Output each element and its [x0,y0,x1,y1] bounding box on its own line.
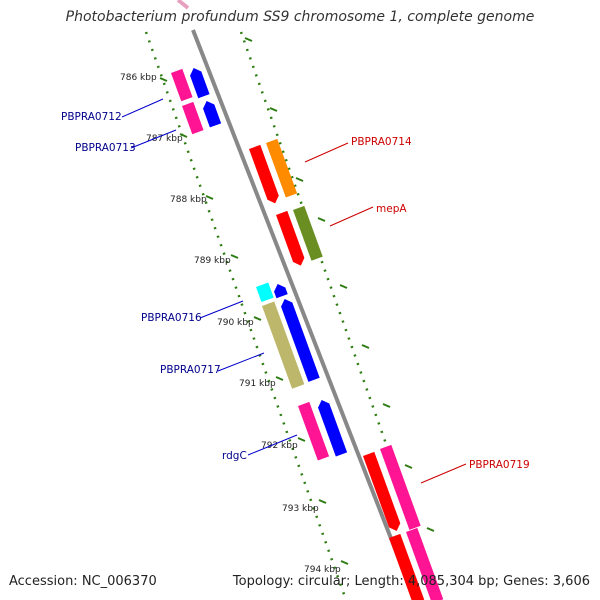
label-leader-lines [121,98,467,484]
gene-arrow [262,301,305,389]
gene-feature-pink-bottom[interactable] [406,527,444,600]
gene-arrow [256,282,274,303]
leader-line-PBPRA0717 [217,352,265,372]
tick-label: 788 kbp [170,195,207,205]
gene-feature-PBPRA0717[interactable] [262,301,305,389]
gene-arrow [389,533,425,600]
tick-mark [404,464,413,469]
tick-mark [318,499,327,504]
gene-arrow [274,283,288,299]
tick-label: 790 kbp [217,318,254,328]
gene-feature-blue-upper[interactable] [188,66,210,99]
tick-label: 792 kbp [261,441,298,451]
gene-label-PBPRA0714[interactable]: PBPRA0714 [351,136,412,148]
gene-labels: PBPRA0712 PBPRA0713 PBPRA0714 mepA PBPRA… [61,111,530,471]
tick-label: 789 kbp [194,256,231,266]
gene-feature-blue-small[interactable] [272,282,288,299]
tick-mark [339,284,348,289]
tick-label: 794 kbp [304,565,341,575]
reverse-strand-features [171,66,348,461]
gene-feature-PBPRA0712[interactable] [171,68,193,102]
leader-line-rdgC [247,434,298,456]
gene-arrow [281,298,320,382]
tick-mark [340,560,349,565]
inner-ruler-track [144,31,348,600]
gene-feature-blue-long[interactable] [279,297,320,382]
gene-label-PBPRA0719[interactable]: PBPRA0719 [469,459,530,471]
gene-feature-rdgC[interactable] [298,401,330,461]
map-title: Photobacterium profundum SS9 chromosome … [65,9,535,25]
leader-line-mepA [329,206,374,227]
gene-arrow [171,68,193,102]
tick-mark [426,527,435,532]
gene-feature-PBPRA0714[interactable] [266,138,298,198]
tick-label: 786 kbp [120,73,157,83]
tick-mark [382,403,391,408]
gene-feature-red-upper[interactable] [249,144,281,205]
gene-label-rdgC[interactable]: rdgC [222,450,247,462]
gene-label-mepA[interactable]: mepA [376,203,407,215]
tick-label: 791 kbp [239,379,276,389]
tick-mark [205,195,214,200]
gene-arrow [318,399,348,457]
ruler-tick-labels: 786 kbp 787 kbp 788 kbp 789 kbp 790 kbp … [120,73,341,575]
forward-strand-features [249,138,444,600]
gene-arrow [190,67,210,99]
gene-arrow [249,144,279,204]
leader-line-PBPRA0712 [121,98,164,118]
outer-ruler-track [239,31,443,600]
gene-feature-blue-lower[interactable] [201,99,222,128]
tick-mark [361,344,370,349]
tick-mark [317,217,326,222]
gene-arrow [276,210,305,266]
gene-feature-mepA[interactable] [293,205,323,261]
backbone-fragment [176,0,190,10]
tick-mark [159,77,168,82]
gene-feature-red-lower[interactable] [363,451,402,533]
ruler-ticks [159,37,435,565]
gene-arrow [363,451,401,532]
tick-label: 793 kbp [282,504,319,514]
tick-mark [253,316,262,321]
gene-label-PBPRA0713[interactable]: PBPRA0713 [75,142,136,154]
tick-mark [295,177,304,182]
gene-arrow [380,444,421,530]
tick-mark [179,133,188,138]
leader-line-PBPRA0713 [130,129,177,149]
gene-feature-blue-bottom[interactable] [316,398,348,457]
leader-line-PBPRA0719 [420,463,467,484]
gene-label-PBPRA0716[interactable]: PBPRA0716 [141,312,202,324]
gene-arrow [266,138,298,198]
tick-label: 787 kbp [146,134,183,144]
tick-mark [230,254,239,259]
tick-mark [269,107,278,112]
gene-feature-PBPRA0713[interactable] [182,101,204,135]
chromosome-backbone [191,29,417,600]
gene-arrow [406,527,444,600]
tick-mark [244,37,253,42]
gene-arrow [293,205,323,261]
leader-line-PBPRA0716 [199,300,244,319]
gene-arrow [182,101,204,135]
genome-summary-text: Topology: circular; Length: 4,085,304 bp… [232,574,590,589]
gene-label-PBPRA0712[interactable]: PBPRA0712 [61,111,122,123]
accession-text: Accession: NC_006370 [9,574,157,589]
gene-arrow [298,401,330,461]
tick-mark [297,437,306,442]
gene-feature-PBPRA0716[interactable] [256,282,274,303]
gene-feature-PBPRA0719[interactable] [380,444,421,530]
gene-feature-red-middle[interactable] [276,210,306,268]
gene-arrow [203,100,222,128]
tick-mark [275,376,284,381]
leader-line-PBPRA0714 [304,142,349,163]
gene-feature-red-bottom[interactable] [389,533,425,600]
gene-label-PBPRA0717[interactable]: PBPRA0717 [160,364,221,376]
